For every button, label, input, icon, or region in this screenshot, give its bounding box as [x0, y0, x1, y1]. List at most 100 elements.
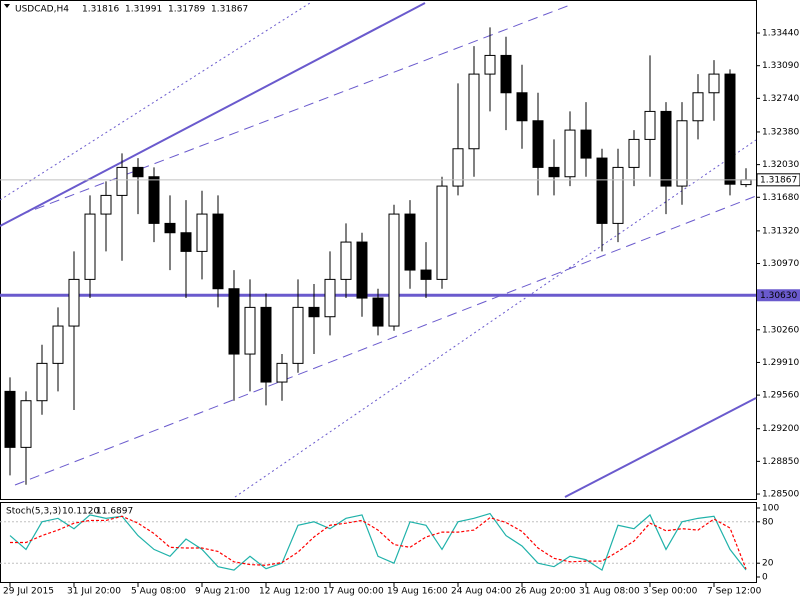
candle-body: [196, 213, 208, 252]
candle-body: [68, 278, 80, 327]
candle-body: [52, 325, 64, 364]
candle-body: [740, 179, 752, 186]
x-tick-label: 24 Aug 04:00: [451, 587, 512, 597]
x-tick-label: 29 Jul 2015: [3, 587, 54, 597]
main-frame: [0, 0, 757, 500]
trend-lines: [0, 2, 757, 498]
y-tick-label: 1.30260: [762, 325, 799, 335]
x-tick-label: 17 Aug 00:00: [323, 587, 384, 597]
x-tick-label: 7 Sep 12:00: [707, 587, 762, 597]
channel-line: [14, 195, 757, 486]
y-tick-label: 1.28500: [762, 490, 799, 500]
candle-body: [468, 73, 480, 150]
x-tick-label: 3 Sep 00:00: [643, 587, 698, 597]
y-tick-label: 1.33090: [762, 61, 799, 71]
channel-line: [0, 2, 311, 201]
candle-body: [596, 157, 608, 224]
x-tick-label: 19 Aug 16:00: [387, 587, 448, 597]
candle-body: [148, 176, 160, 224]
stoch-tick-label: 80: [762, 517, 774, 527]
candle-body: [356, 241, 368, 299]
candle-body: [420, 269, 432, 280]
candle-body: [100, 194, 112, 215]
candle-body: [276, 362, 288, 383]
candle-body: [372, 297, 384, 327]
candle-body: [676, 120, 688, 187]
y-tick-label: 1.31320: [762, 226, 799, 236]
candle-body: [36, 362, 48, 402]
stoch-tick-label: 0: [762, 573, 768, 583]
level-label: 1.30630: [760, 291, 797, 301]
candle-body: [4, 390, 16, 448]
candle-body: [324, 278, 336, 318]
x-tick-label: 9 Aug 21:00: [195, 587, 250, 597]
channel-line: [564, 397, 757, 498]
header-close: 1.31867: [211, 5, 248, 15]
candle-body: [564, 129, 576, 178]
candle-body: [548, 166, 560, 178]
candle-body: [244, 306, 256, 355]
x-tick-label: 31 Aug 08:00: [579, 587, 640, 597]
y-tick-label: 1.33440: [762, 29, 799, 39]
x-tick-label: 5 Aug 08:00: [131, 587, 186, 597]
y-tick-label: 1.31680: [762, 193, 799, 203]
candle-body: [532, 120, 544, 168]
x-tick-label: 26 Aug 20:00: [515, 587, 576, 597]
stoch-signal-value: 11.6897: [96, 507, 133, 517]
symbol: USDCAD,H4: [15, 5, 69, 15]
candle-body: [436, 185, 448, 280]
candle-body: [484, 54, 496, 75]
x-tick-label: 31 Jul 20:00: [67, 587, 121, 597]
stoch-title: Stoch(5,3,3): [6, 507, 61, 517]
candle-body: [308, 306, 320, 318]
channel-line: [0, 2, 426, 227]
candle-body: [452, 148, 464, 187]
stoch-main-value: 10.1120: [62, 507, 99, 517]
y-tick-label: 1.29910: [762, 358, 799, 368]
candle-body: [180, 232, 192, 252]
candle-body: [84, 213, 96, 280]
candle-body: [724, 73, 736, 185]
header-low: 1.31789: [168, 5, 205, 15]
level-label-box: [757, 289, 800, 302]
stoch-signal-line: [10, 515, 747, 570]
header-open: 1.31816: [82, 5, 119, 15]
stoch-tick-label: 20: [762, 559, 774, 569]
candle-body: [644, 110, 656, 140]
menu-arrow[interactable]: [4, 4, 10, 8]
candle-body: [228, 288, 240, 355]
candle-body: [292, 306, 304, 364]
y-tick-label: 1.32380: [762, 127, 799, 137]
candle-body: [612, 166, 624, 224]
y-tick-label: 1.32030: [762, 160, 799, 170]
candle-body: [388, 213, 400, 327]
candle-body: [340, 241, 352, 280]
y-tick-label: 1.28850: [762, 457, 799, 467]
y-tick-label: 1.32740: [762, 94, 799, 104]
candle-body: [692, 92, 704, 122]
x-tick-label: 12 Aug 12:00: [259, 587, 320, 597]
candle-body: [628, 138, 640, 168]
header-high: 1.31991: [125, 5, 162, 15]
y-tick-label: 1.29200: [762, 424, 799, 434]
candle-body: [212, 213, 224, 290]
y-tick-label: 1.29560: [762, 391, 799, 401]
candle-body: [500, 54, 512, 94]
price-label-box: [756, 173, 800, 187]
stoch-frame: [0, 502, 757, 583]
price-label: 1.31867: [760, 175, 797, 185]
candle-body: [164, 222, 176, 234]
candle-body: [708, 73, 720, 94]
stoch-main-line: [9, 512, 747, 572]
candle-body: [580, 129, 592, 159]
candle-body: [132, 166, 144, 178]
candle-body: [516, 92, 528, 122]
channel-line: [234, 139, 757, 498]
stoch-tick-label: 100: [762, 504, 779, 514]
candle-body: [20, 400, 32, 448]
candle-body: [116, 166, 128, 196]
y-tick-label: 1.30970: [762, 259, 799, 269]
candle-body: [260, 306, 272, 383]
candle-body: [404, 213, 416, 271]
